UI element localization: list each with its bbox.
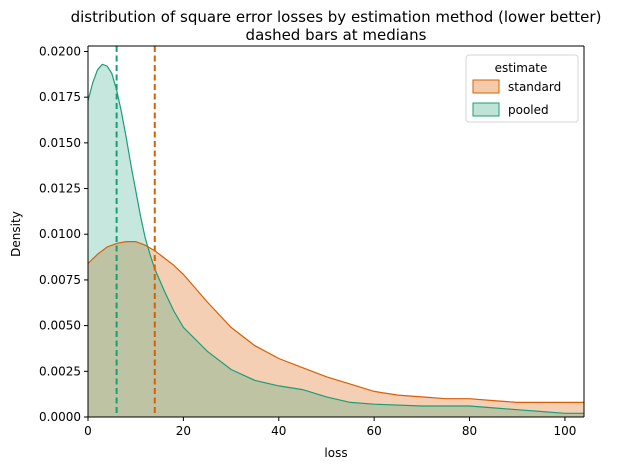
legend-label-pooled: pooled [508,103,549,117]
x-tick-label: 80 [462,424,477,438]
density-line-standard [87,241,584,403]
legend: estimate standard pooled [465,54,579,123]
chart-title: distribution of square error losses by e… [71,8,602,26]
y-tick-label: 0.0075 [39,273,81,287]
x-tick-label: 60 [367,424,382,438]
legend-swatch-standard [472,79,500,94]
legend-items: standard pooled [472,79,561,117]
x-axis-label: loss [324,446,347,460]
density-lines [87,63,584,414]
median-lines [115,46,156,417]
density-fill-pooled [88,64,584,418]
density-line-pooled [87,63,584,414]
y-tick-label: 0.0150 [39,136,81,150]
density-fills [88,64,584,418]
x-tick-label: 20 [176,424,191,438]
x-axis-ticks: 0 20 40 60 80 100 [84,417,576,438]
legend-title: estimate [495,61,548,75]
y-axis-label: Density [9,211,23,257]
chart-titles: distribution of square error losses by e… [71,8,602,44]
y-tick-label: 0.0125 [39,182,81,196]
y-tick-label: 0.0175 [39,90,81,104]
plot-area [87,46,584,418]
chart-subtitle: dashed bars at medians [246,26,427,44]
y-tick-label: 0.0025 [39,364,81,378]
y-tick-label: 0.0200 [39,44,81,58]
y-axis-ticks: 0.0000 0.0025 0.0050 0.0075 0.0100 0.0125 0.01… [39,44,88,424]
legend-label-standard: standard [508,80,561,94]
x-tick-label: 40 [271,424,286,438]
x-tick-label: 100 [553,424,576,438]
density-fill-standard [88,241,584,417]
legend-swatch-pooled [472,102,500,117]
axes [87,45,585,418]
y-tick-label: 0.0000 [39,410,81,424]
y-tick-label: 0.0100 [39,227,81,241]
x-tick-label: 0 [84,424,92,438]
y-tick-label: 0.0050 [39,319,81,333]
